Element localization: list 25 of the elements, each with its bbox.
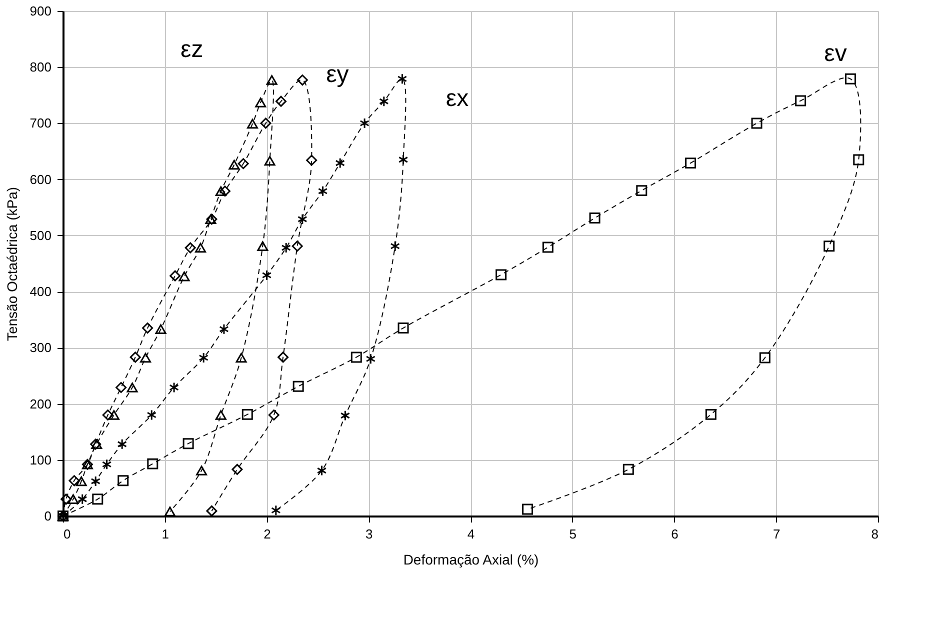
x-tick-label: 1 bbox=[162, 526, 169, 542]
x-tick-label: 5 bbox=[569, 526, 576, 542]
x-tick-label: 7 bbox=[773, 526, 780, 542]
y-tick-label: 200 bbox=[30, 396, 52, 412]
x-tick-label: 6 bbox=[671, 526, 678, 542]
x-tick-label: 3 bbox=[366, 526, 373, 542]
x-tick-label: 2 bbox=[264, 526, 271, 542]
x-axis-title: Deformação Axial (%) bbox=[403, 552, 539, 568]
y-tick-label: 700 bbox=[30, 116, 52, 131]
x-tick-label: 4 bbox=[467, 526, 475, 542]
y-tick-label: 300 bbox=[30, 340, 52, 356]
y-tick-label: 900 bbox=[30, 4, 52, 18]
series-label: εv bbox=[824, 40, 847, 67]
y-tick-label: 500 bbox=[30, 228, 52, 243]
y-tick-label: 800 bbox=[30, 60, 52, 75]
y-tick-label: 0 bbox=[44, 508, 52, 524]
y-tick-label: 400 bbox=[30, 284, 52, 300]
series-label: εy bbox=[326, 61, 349, 88]
text: εz bbox=[180, 36, 204, 64]
x-tick-label: 8 bbox=[871, 526, 878, 542]
x-tick-label: 0 bbox=[64, 526, 71, 542]
y-tick-label: 100 bbox=[30, 452, 52, 468]
y-tick-label: 600 bbox=[30, 172, 52, 187]
series-label: εx bbox=[446, 84, 469, 112]
y-axis-title: Tensão Octaédrica (kPa) bbox=[4, 186, 20, 342]
